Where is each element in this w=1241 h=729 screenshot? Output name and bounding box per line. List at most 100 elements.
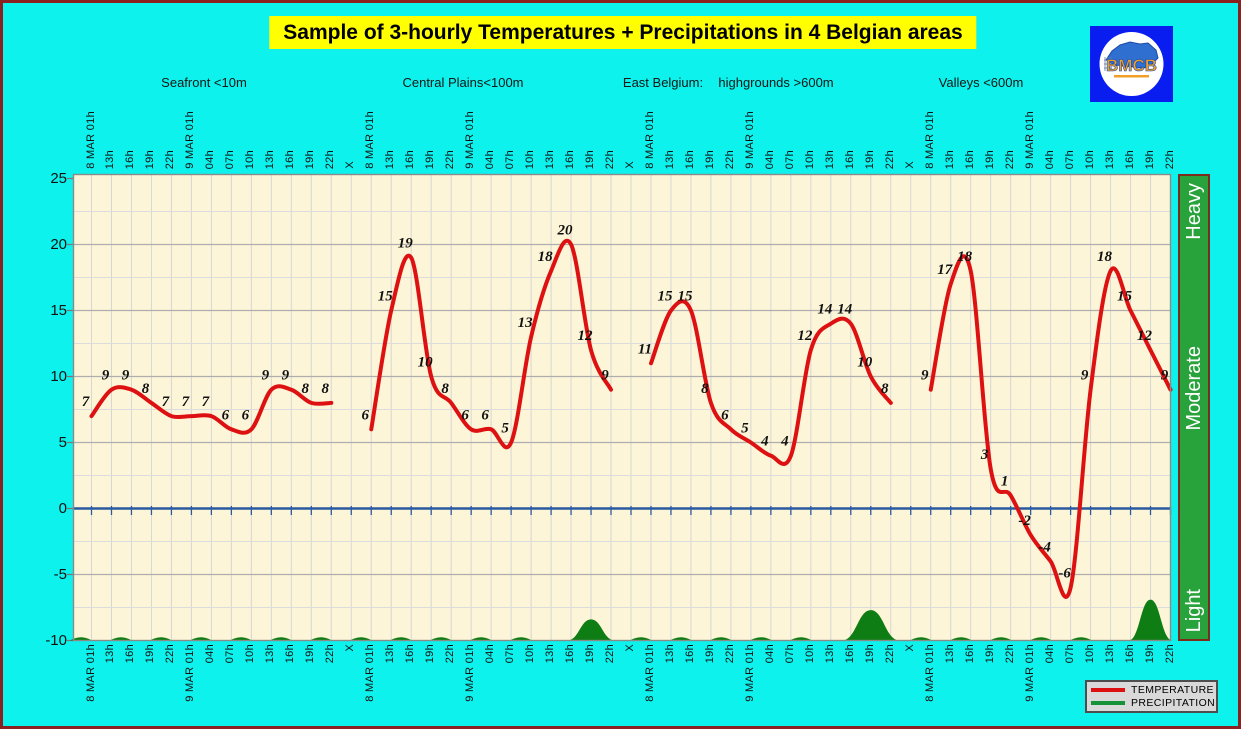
legend: TEMPERATURE PRECIPITATION [1085, 680, 1218, 713]
time-tick-label: 16h [683, 644, 696, 664]
time-tick-label: 22h [1163, 149, 1176, 169]
temperature-value-label: 18 [1097, 249, 1113, 265]
time-tick-label: 22h [723, 149, 736, 169]
precipitation-dash [430, 637, 452, 641]
precipitation-bump [1128, 599, 1173, 641]
y-axis-label: -10 [45, 631, 67, 649]
y-axis-label: -5 [53, 565, 67, 583]
temperature-value-label: 10 [857, 355, 873, 371]
bottom-axis-tick-labels: 8 MAR 01h 13h 16h 19h 22h 9 MAR 01h 04h 07h 10h 1… [3, 644, 1238, 710]
time-tick-label: 10h [244, 644, 257, 664]
temperature-value-label: 13 [518, 315, 534, 331]
time-tick-label: 9 MAR 01h [743, 111, 756, 169]
precipitation-dash [470, 637, 492, 641]
time-tick-label: 16h [843, 644, 856, 664]
time-tick-label: 19h [983, 644, 996, 664]
temperature-value-label: 20 [557, 223, 574, 239]
precipitation-dash [270, 637, 292, 641]
time-tick-label: 19h [304, 644, 317, 664]
time-tick-label: 9 MAR 01h [1023, 644, 1036, 702]
temperature-line [648, 299, 893, 466]
legend-swatch [1091, 701, 1125, 705]
precipitation-dash [190, 637, 212, 641]
precipitation-bump [841, 610, 900, 641]
time-tick-label: 16h [683, 149, 696, 169]
time-tick-label: 13h [823, 149, 836, 169]
temperature-value-label: 14 [817, 302, 833, 318]
area-header-east-belgium: East Belgium: [622, 75, 704, 90]
time-tick-label: 16h [404, 149, 417, 169]
y-axis-label: 0 [58, 499, 67, 517]
time-tick-label: X [903, 644, 916, 652]
precipitation-dash [70, 637, 92, 641]
temperature-value-label: 5 [501, 421, 509, 437]
precipitation-dash [150, 637, 172, 641]
time-tick-label: X [344, 644, 357, 652]
precipitation-dash [990, 637, 1012, 641]
precipitation-dash [790, 637, 812, 641]
temperature-value-label: 7 [82, 394, 90, 410]
time-tick-label: 19h [144, 149, 157, 169]
time-tick-label: 22h [604, 644, 617, 664]
time-tick-label: 16h [1123, 149, 1136, 169]
time-tick-label: 19h [584, 644, 597, 664]
time-tick-label: 8 MAR 01h [643, 644, 656, 702]
time-tick-label: 22h [164, 149, 177, 169]
temperature-value-label: 8 [701, 381, 709, 397]
temperature-value-label: 8 [441, 381, 449, 397]
time-tick-label: 13h [823, 644, 836, 664]
temperature-value-label: 4 [760, 434, 769, 450]
time-tick-label: 16h [284, 644, 297, 664]
time-tick-label: 13h [104, 149, 117, 169]
temperature-value-label: 17 [937, 262, 953, 278]
intensity-label-moderate: Moderate [1183, 346, 1205, 431]
logo-bmcb-text: BMCB [1106, 56, 1157, 75]
temperature-value-label: 9 [601, 368, 609, 384]
temperature-value-label: 18 [957, 249, 973, 265]
plot-border [72, 173, 1172, 642]
precipitation-dash [750, 637, 772, 641]
legend-item-precipitation: PRECIPITATION [1091, 697, 1215, 709]
temperature-value-label: 8 [142, 381, 150, 397]
time-tick-label: 13h [1103, 644, 1116, 664]
time-tick-label: 16h [963, 644, 976, 664]
precipitation-dash [390, 637, 412, 641]
time-tick-label: 8 MAR 01h [643, 111, 656, 169]
precipitation-dash [1030, 637, 1052, 641]
time-tick-label: 07h [504, 644, 517, 664]
time-tick-label: 16h [404, 644, 417, 664]
time-tick-label: 07h [1063, 644, 1076, 664]
temperature-value-label: 1 [1001, 473, 1009, 489]
time-tick-label: 07h [504, 149, 517, 169]
temperature-value-label: 10 [418, 355, 434, 371]
precipitation-dash [110, 637, 132, 641]
time-tick-label: 19h [1143, 149, 1156, 169]
time-tick-label: 19h [304, 149, 317, 169]
precipitation-dash [310, 637, 332, 641]
time-tick-label: 04h [204, 149, 217, 169]
temperature-value-label: 6 [222, 407, 230, 423]
temperature-value-label: 9 [262, 368, 270, 384]
temperature-line [89, 384, 334, 435]
temperature-value-label: 15 [378, 289, 394, 305]
temperature-value-label: 18 [538, 249, 554, 265]
time-tick-label: 8 MAR 01h [84, 644, 97, 702]
temperature-value-label: 9 [1081, 368, 1089, 384]
time-tick-label: 07h [1063, 149, 1076, 169]
time-tick-label: 22h [1003, 149, 1016, 169]
time-tick-label: 16h [1123, 644, 1136, 664]
time-tick-label: 22h [444, 149, 457, 169]
time-tick-label: 19h [584, 149, 597, 169]
time-tick-label: 13h [264, 644, 277, 664]
area-header-valleys: Valleys <600m [938, 75, 1024, 90]
temperature-value-label: 6 [721, 407, 729, 423]
time-tick-label: 07h [783, 149, 796, 169]
temperature-value-label: -2 [1018, 513, 1031, 529]
precipitation-dash [710, 637, 732, 641]
time-tick-label: 16h [843, 149, 856, 169]
time-tick-label: 10h [524, 149, 537, 169]
temperature-value-label: 8 [881, 381, 889, 397]
temperature-value-label: -6 [1058, 566, 1071, 582]
time-tick-label: 22h [1163, 644, 1176, 664]
